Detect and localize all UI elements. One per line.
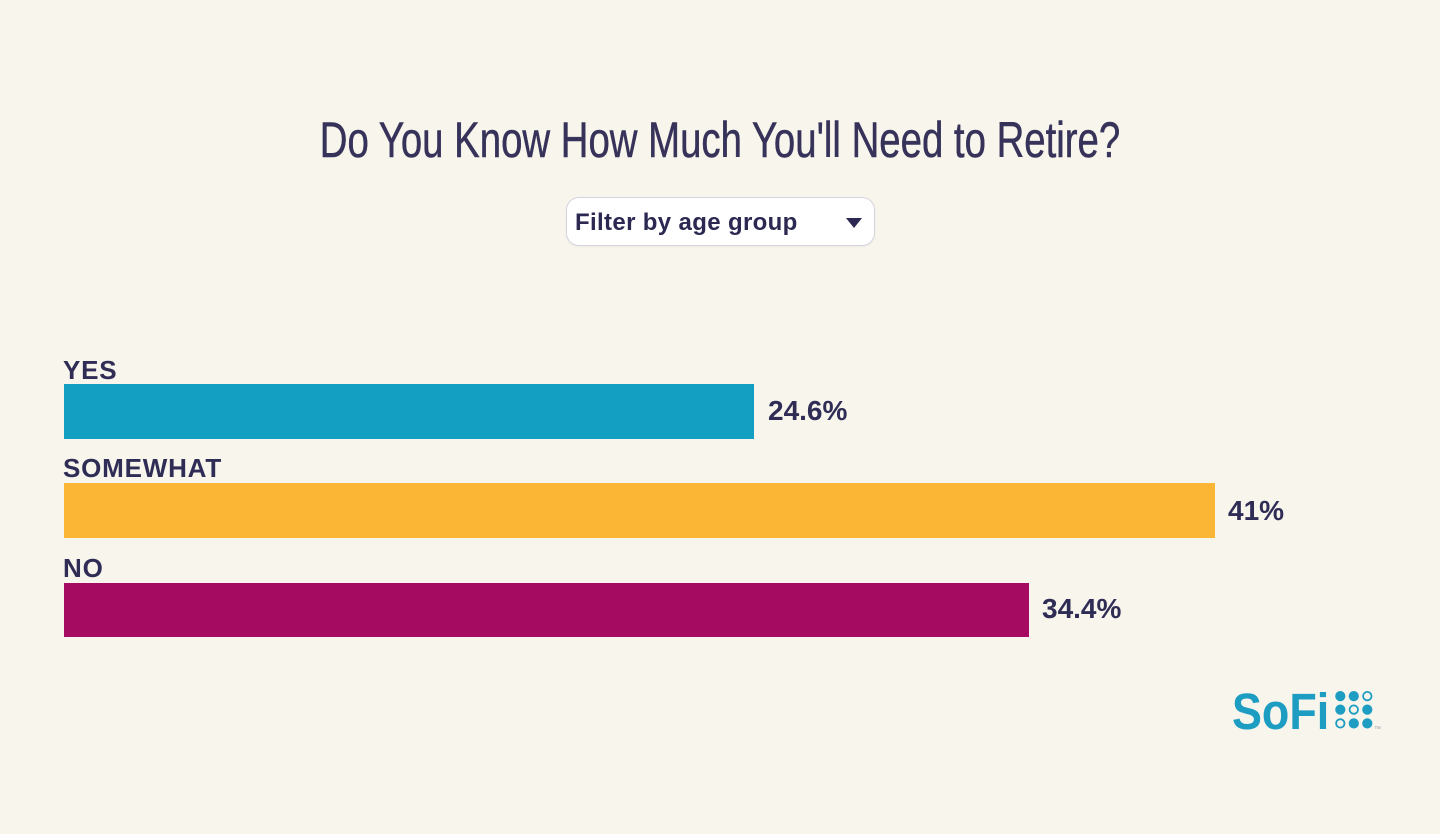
svg-text:™: ™ bbox=[1374, 726, 1381, 733]
